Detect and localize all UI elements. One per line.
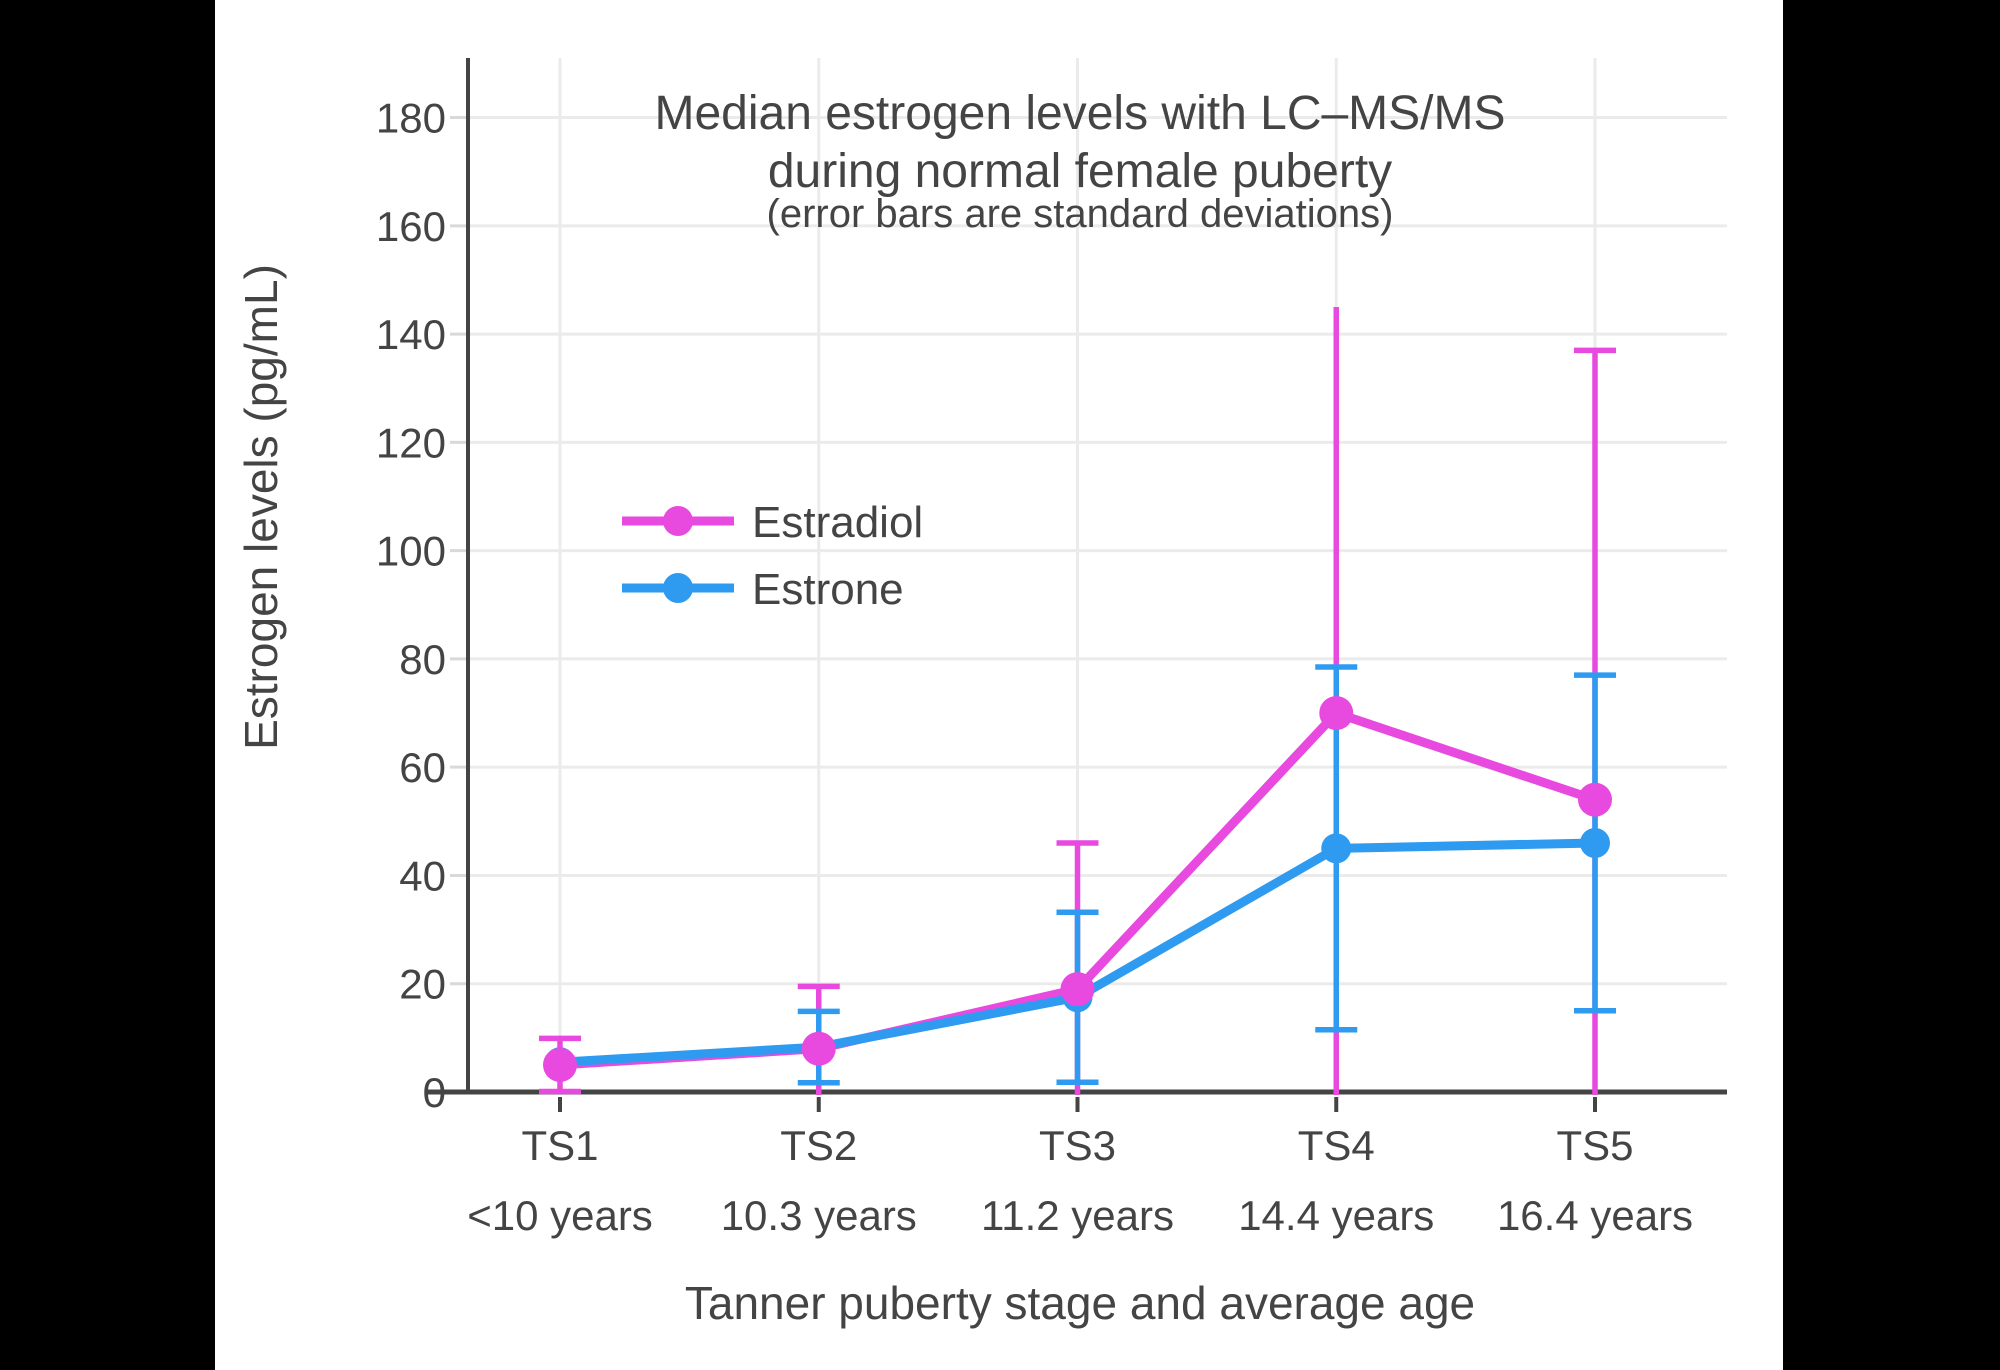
y-tick-label: 120 (376, 419, 446, 466)
legend-item-estradiol[interactable]: Estradiol (622, 498, 923, 547)
y-tick-label: 20 (399, 961, 446, 1008)
chart-title-line1: Median estrogen levels with LC–MS/MS (654, 87, 1505, 140)
x-category-label: TS1 (521, 1122, 598, 1169)
y-axis-title: Estrogen levels (pg/mL) (235, 264, 287, 750)
x-category-label: TS4 (1298, 1122, 1375, 1169)
chart-panel (215, 0, 1783, 1370)
data-point-estradiol-ts1[interactable] (543, 1047, 577, 1082)
chart-subtitle: (error bars are standard deviations) (767, 192, 1394, 236)
y-tick-label: 140 (376, 311, 446, 358)
legend-label: Estrone (752, 565, 904, 614)
series-markers-estradiol (543, 696, 1612, 1082)
x-age-label: 11.2 years (981, 1192, 1174, 1239)
data-point-estradiol-ts4[interactable] (1319, 696, 1354, 731)
data-point-estrone-ts5[interactable] (1580, 827, 1610, 858)
legend-swatch-dot (663, 506, 693, 536)
x-age-label: <10 years (467, 1192, 653, 1239)
data-point-estradiol-ts5[interactable] (1578, 782, 1612, 817)
legend-swatch-dot (663, 573, 693, 603)
y-tick-label: 180 (376, 95, 446, 142)
y-tick-label: 60 (399, 744, 446, 791)
y-tick-label: 80 (399, 636, 446, 683)
data-point-estradiol-ts3[interactable] (1060, 972, 1095, 1007)
data-point-estrone-ts4[interactable] (1321, 833, 1352, 864)
x-age-label: 10.3 years (721, 1192, 917, 1239)
x-axis-title: Tanner puberty stage and average age (685, 1277, 1475, 1329)
x-category-label: TS3 (1039, 1122, 1116, 1169)
y-tick-label: 100 (376, 528, 446, 575)
x-category-label: TS5 (1556, 1122, 1633, 1169)
data-point-estradiol-ts2[interactable] (801, 1031, 836, 1066)
legend-label: Estradiol (752, 498, 923, 547)
chart-title-line2: during normal female puberty (768, 145, 1392, 198)
legend-item-estrone[interactable]: Estrone (622, 565, 904, 614)
y-tick-label: 40 (399, 852, 446, 899)
x-age-label: 14.4 years (1238, 1192, 1434, 1239)
y-tick-label: 160 (376, 203, 446, 250)
x-category-label: TS2 (780, 1122, 857, 1169)
x-age-label: 16.4 years (1497, 1192, 1693, 1239)
